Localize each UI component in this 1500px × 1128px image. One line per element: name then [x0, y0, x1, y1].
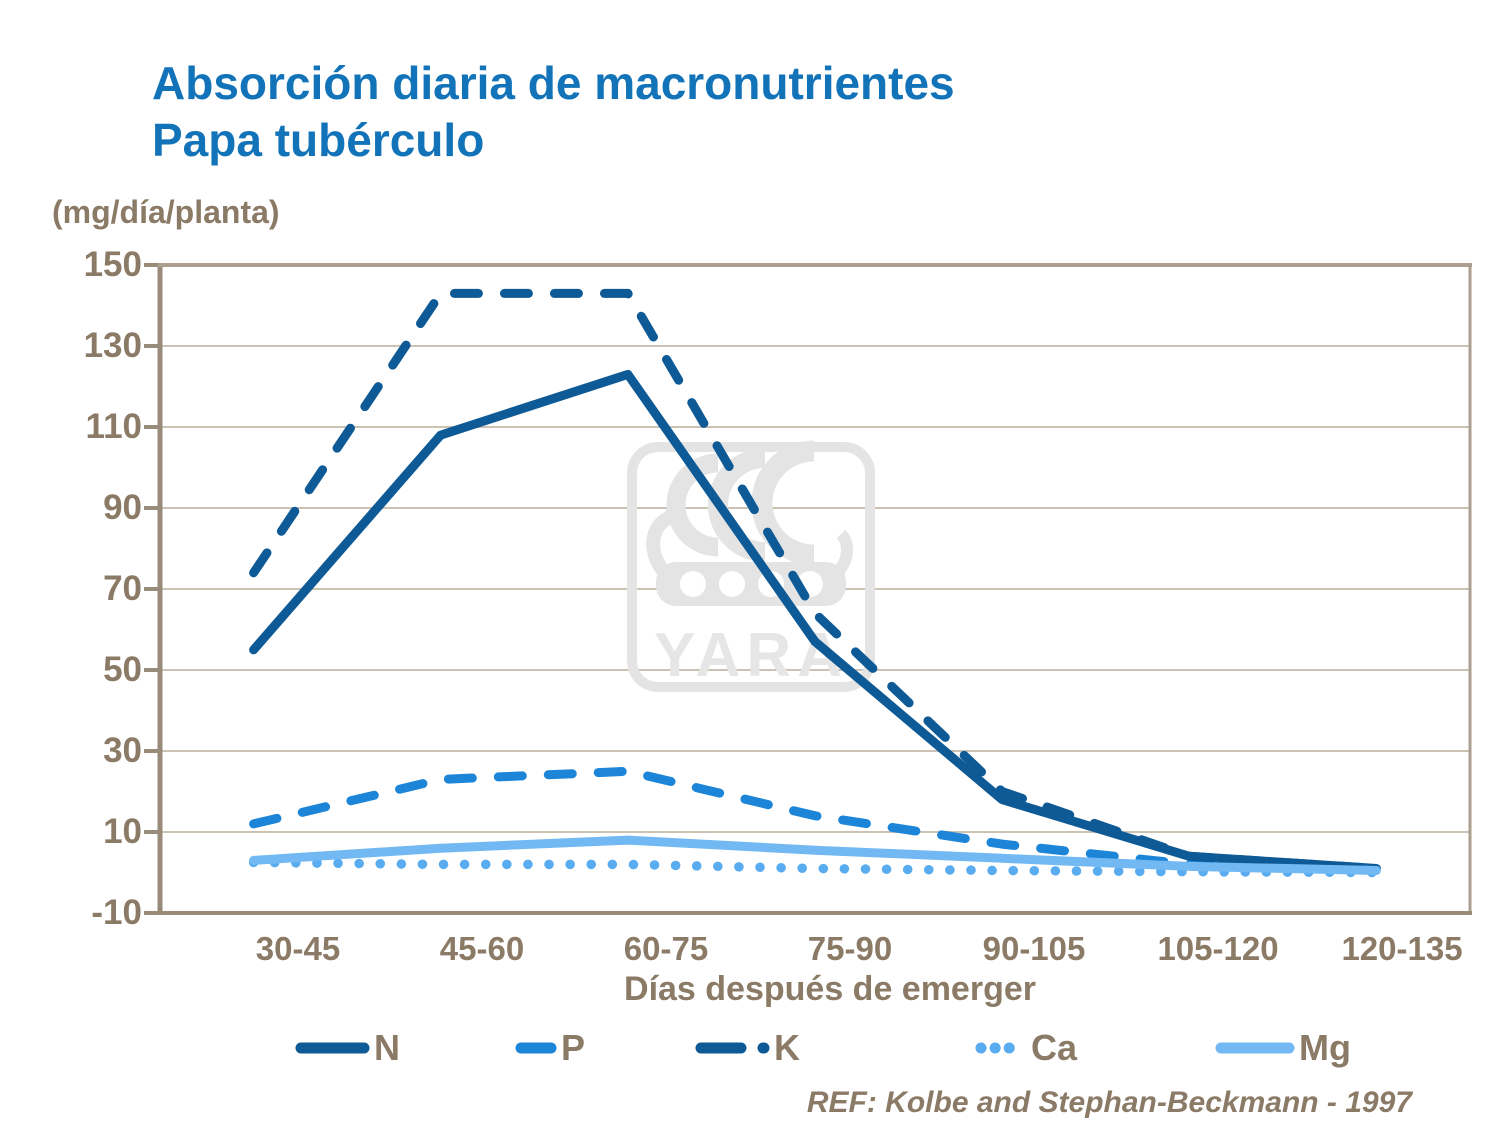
watermark-stern — [833, 529, 853, 576]
chart-title-line2: Papa tubérculo — [152, 114, 485, 166]
legend-item-mg: Mg — [1215, 1026, 1351, 1070]
watermark-shield-1 — [680, 571, 706, 597]
y-tick-label-90: 90 — [103, 488, 142, 527]
plot-frame — [144, 263, 1472, 915]
y-tick-label-110: 110 — [85, 407, 142, 446]
series-line-mg — [249, 835, 1381, 875]
x-tick-label-75-90: 75-90 — [807, 930, 893, 967]
y-tick-label--10: -10 — [91, 893, 142, 932]
watermark-text: YARA — [654, 621, 848, 690]
y-tick-label-150: 150 — [83, 245, 142, 284]
y-tick-label-70: 70 — [103, 569, 142, 608]
x-tick-label-105-120: 105-120 — [1157, 930, 1279, 967]
legend-sample-n — [295, 1042, 370, 1054]
y-tick-label-10: 10 — [103, 812, 142, 851]
x-tick-label-30-45: 30-45 — [255, 930, 341, 967]
watermark-hull — [656, 562, 846, 606]
legend-sample-p — [515, 1042, 557, 1054]
y-axis-unit-label: (mg/día/planta) — [52, 194, 280, 230]
watermark-sail-3 — [751, 440, 815, 566]
data-series-lines — [248, 288, 1382, 878]
legend-item-k: K — [695, 1026, 800, 1070]
legend-label-n: N — [374, 1027, 400, 1068]
chart-title: Absorción diaria de macronutrientes Papa… — [152, 55, 955, 169]
x-tick-label-45-60: 45-60 — [439, 930, 525, 967]
legend-label-ca: Ca — [1031, 1027, 1078, 1068]
x-tick-label-120-135: 120-135 — [1341, 930, 1463, 967]
x-tick-label-60-75: 60-75 — [623, 930, 709, 967]
legend-label-k: K — [774, 1027, 800, 1068]
legend-label-mg: Mg — [1299, 1027, 1351, 1068]
y-tick-label-130: 130 — [83, 326, 142, 365]
watermark-sail-1 — [666, 453, 719, 557]
legend-sample-mg — [1215, 1042, 1295, 1054]
yara-watermark-logo: YARA — [627, 440, 875, 692]
legend-sample-k — [695, 1042, 770, 1054]
y-tick-label-30: 30 — [103, 731, 142, 770]
watermark-prow-head — [665, 505, 683, 523]
watermark-frame — [627, 442, 875, 692]
chart-title-line1: Absorción diaria de macronutrientes — [152, 57, 955, 109]
legend-item-ca: Ca — [975, 1026, 1077, 1070]
y-tick-label-50: 50 — [103, 650, 142, 689]
watermark-prow — [646, 511, 672, 577]
x-tick-label-90-105: 90-105 — [982, 930, 1086, 967]
watermark-shield-2 — [719, 571, 745, 597]
series-line-k — [249, 288, 1381, 873]
series-line-ca — [248, 857, 1382, 878]
legend-item-p: P — [515, 1026, 585, 1070]
x-axis-title: Días después de emerger — [624, 970, 1036, 1008]
legend-label-p: P — [561, 1027, 586, 1068]
chart-legend: N P K Ca Mg — [0, 1026, 1500, 1070]
legend-sample-ca — [975, 1042, 1027, 1054]
reference-note: REF: Kolbe and Stephan-Beckmann - 1997 — [806, 1086, 1412, 1119]
legend-item-n: N — [295, 1026, 400, 1070]
